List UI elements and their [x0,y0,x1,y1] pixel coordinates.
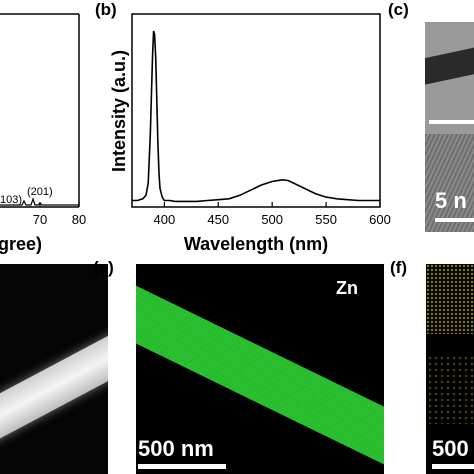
panel-a-xtick-label: 80 [72,212,86,227]
panel-a-trace [0,197,79,206]
panel-b-xtick-label: 450 [207,212,229,227]
panel-b-xtick-label: 400 [153,212,175,227]
panel-e-element-label: Zn [336,278,358,298]
panel-c-hrtem-image: 5 n [425,134,474,232]
panel-a-peak-label: 103) [0,194,22,206]
panel-b-xtick-label: 500 [261,212,283,227]
panel-a-xlabel: gree) [0,234,42,254]
panel-e-eds-map: Zn 500 nm [136,264,384,474]
panel-a-peak-label: (201) [27,186,53,198]
panel-c-label: (c) [388,0,409,19]
panel-c-hr-scale-bar [435,218,474,222]
panel-b-xlabel: Wavelength (nm) [184,234,328,254]
panel-b-xtick-label: 550 [315,212,337,227]
panel-f-signal-low [426,354,474,424]
panel-f-eds-map: 500 [426,264,474,474]
panel-f-scale-bar [432,464,474,469]
panel-e-scale-bar [138,464,226,469]
panel-e-scale-label: 500 nm [138,436,214,461]
panel-d-nanowire [0,319,108,449]
panel-c-scale-label: 5 n [435,188,467,213]
panel-f-signal [426,264,474,334]
panel-c-nanowire [425,43,474,87]
panel-f-scale-label: 500 [432,436,469,461]
panel-a-xtick-label: 70 [33,212,47,227]
panel-b-chart: 400 450 500 550 600 Intensity (a.u.) Wavelen… [109,13,391,254]
panel-b-frame [131,13,381,208]
panel-f-label: (f) [390,258,407,277]
panel-d-stem-image [0,264,108,474]
panel-b-ylabel: Intensity (a.u.) [109,50,129,172]
panel-c-scale-bar [429,120,474,124]
panel-e-label: (e) [93,258,114,277]
panel-c-tem-image [425,22,474,134]
panel-b-xtick-label: 600 [369,212,391,227]
panel-a-chart: 103) (201) 70 80 gree) [0,13,86,254]
panel-b-label: (b) [95,0,117,19]
panel-b-series-line [132,30,380,203]
